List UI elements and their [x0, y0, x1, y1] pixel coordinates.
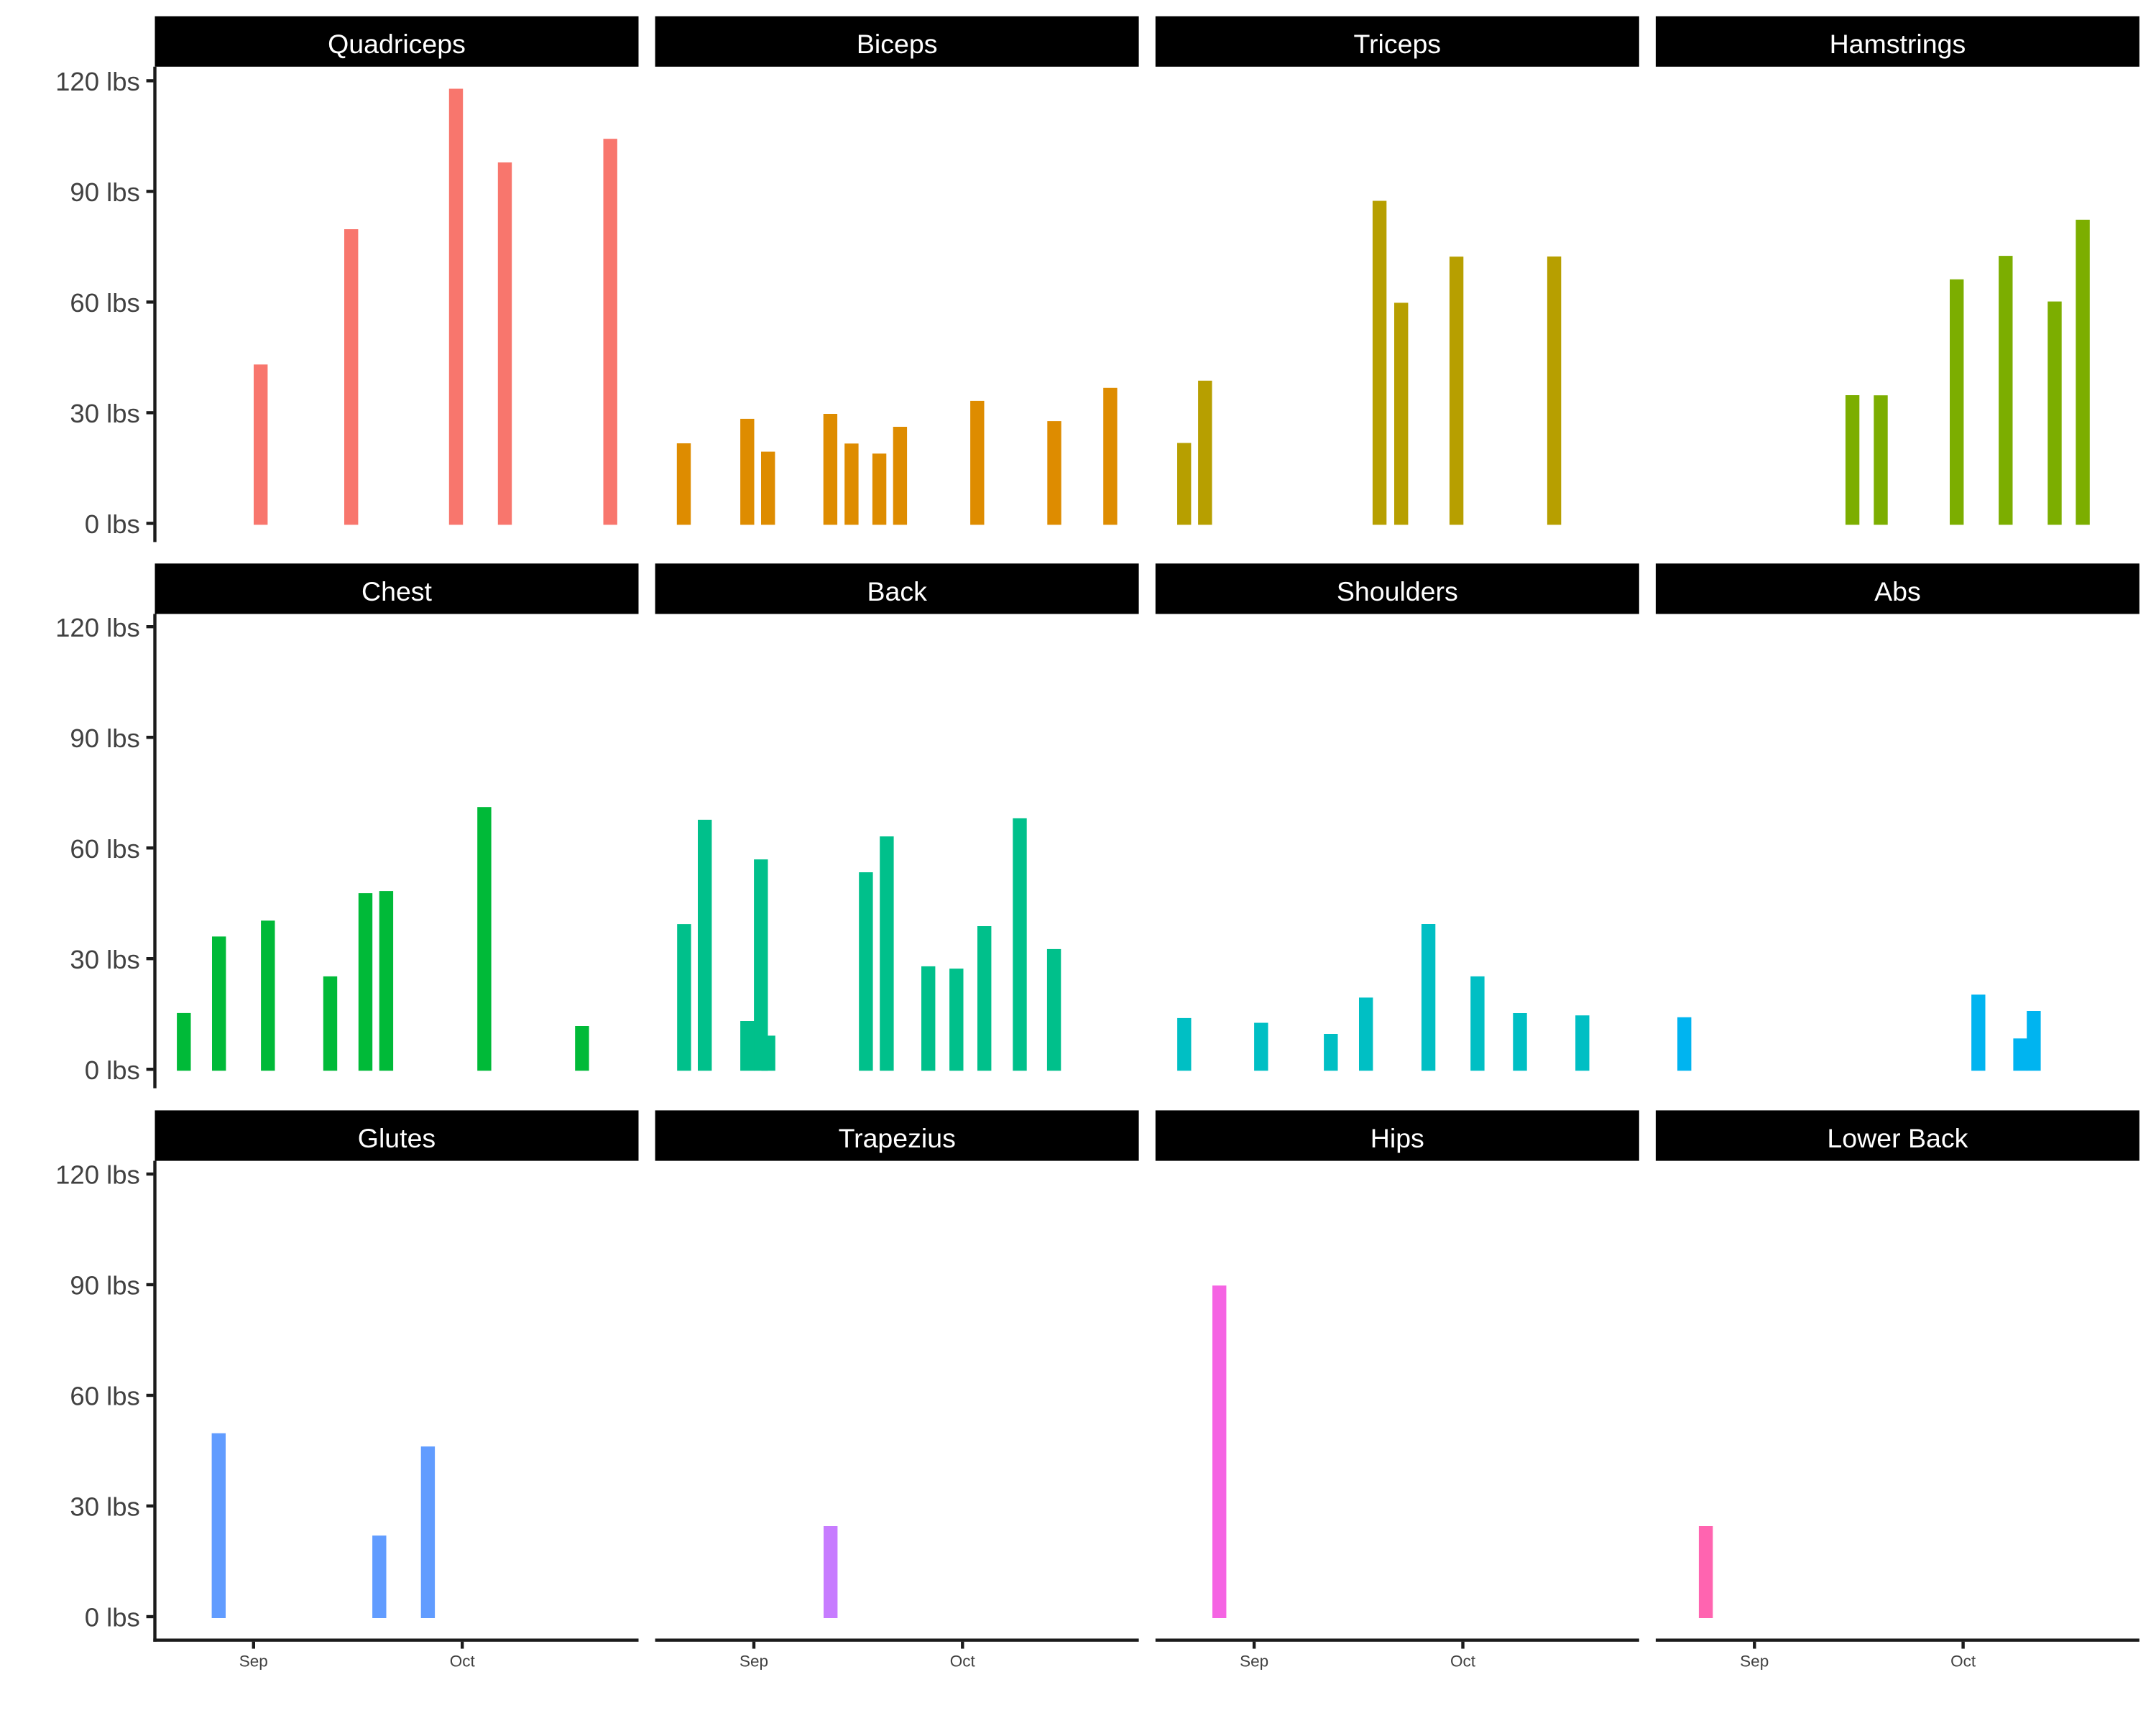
svg-text:Sep: Sep: [740, 1652, 768, 1670]
svg-text:90 lbs: 90 lbs: [70, 724, 139, 753]
svg-text:60 lbs: 60 lbs: [70, 834, 139, 864]
svg-text:30 lbs: 30 lbs: [70, 945, 139, 974]
svg-text:Glutes: Glutes: [358, 1123, 436, 1153]
svg-text:Shoulders: Shoulders: [1337, 576, 1458, 606]
svg-text:Sep: Sep: [239, 1652, 268, 1670]
svg-text:Hamstrings: Hamstrings: [1830, 29, 1966, 59]
svg-text:120 lbs: 120 lbs: [55, 613, 140, 642]
svg-text:0 lbs: 0 lbs: [85, 1603, 140, 1632]
svg-text:Oct: Oct: [1450, 1652, 1476, 1670]
svg-text:Quadriceps: Quadriceps: [328, 29, 466, 59]
svg-text:Abs: Abs: [1874, 576, 1921, 606]
svg-text:Oct: Oct: [450, 1652, 476, 1670]
svg-text:Oct: Oct: [950, 1652, 976, 1670]
svg-text:Sep: Sep: [1740, 1652, 1769, 1670]
svg-text:30 lbs: 30 lbs: [70, 1492, 139, 1522]
svg-text:Oct: Oct: [1950, 1652, 1976, 1670]
svg-text:0 lbs: 0 lbs: [85, 1055, 140, 1085]
svg-text:Lower Back: Lower Back: [1827, 1123, 1968, 1153]
svg-text:90 lbs: 90 lbs: [70, 1271, 139, 1300]
svg-text:Sep: Sep: [1240, 1652, 1268, 1670]
svg-text:Chest: Chest: [361, 576, 433, 606]
svg-text:60 lbs: 60 lbs: [70, 288, 139, 318]
svg-text:Triceps: Triceps: [1354, 29, 1442, 59]
svg-text:Biceps: Biceps: [857, 29, 938, 59]
svg-text:30 lbs: 30 lbs: [70, 399, 139, 428]
svg-text:60 lbs: 60 lbs: [70, 1382, 139, 1411]
svg-text:Back: Back: [867, 576, 928, 606]
svg-text:120 lbs: 120 lbs: [55, 1160, 140, 1190]
svg-text:Hips: Hips: [1370, 1123, 1424, 1153]
svg-text:120 lbs: 120 lbs: [55, 67, 140, 96]
svg-text:Trapezius: Trapezius: [839, 1123, 956, 1153]
svg-text:0 lbs: 0 lbs: [85, 509, 140, 539]
svg-text:90 lbs: 90 lbs: [70, 177, 139, 207]
